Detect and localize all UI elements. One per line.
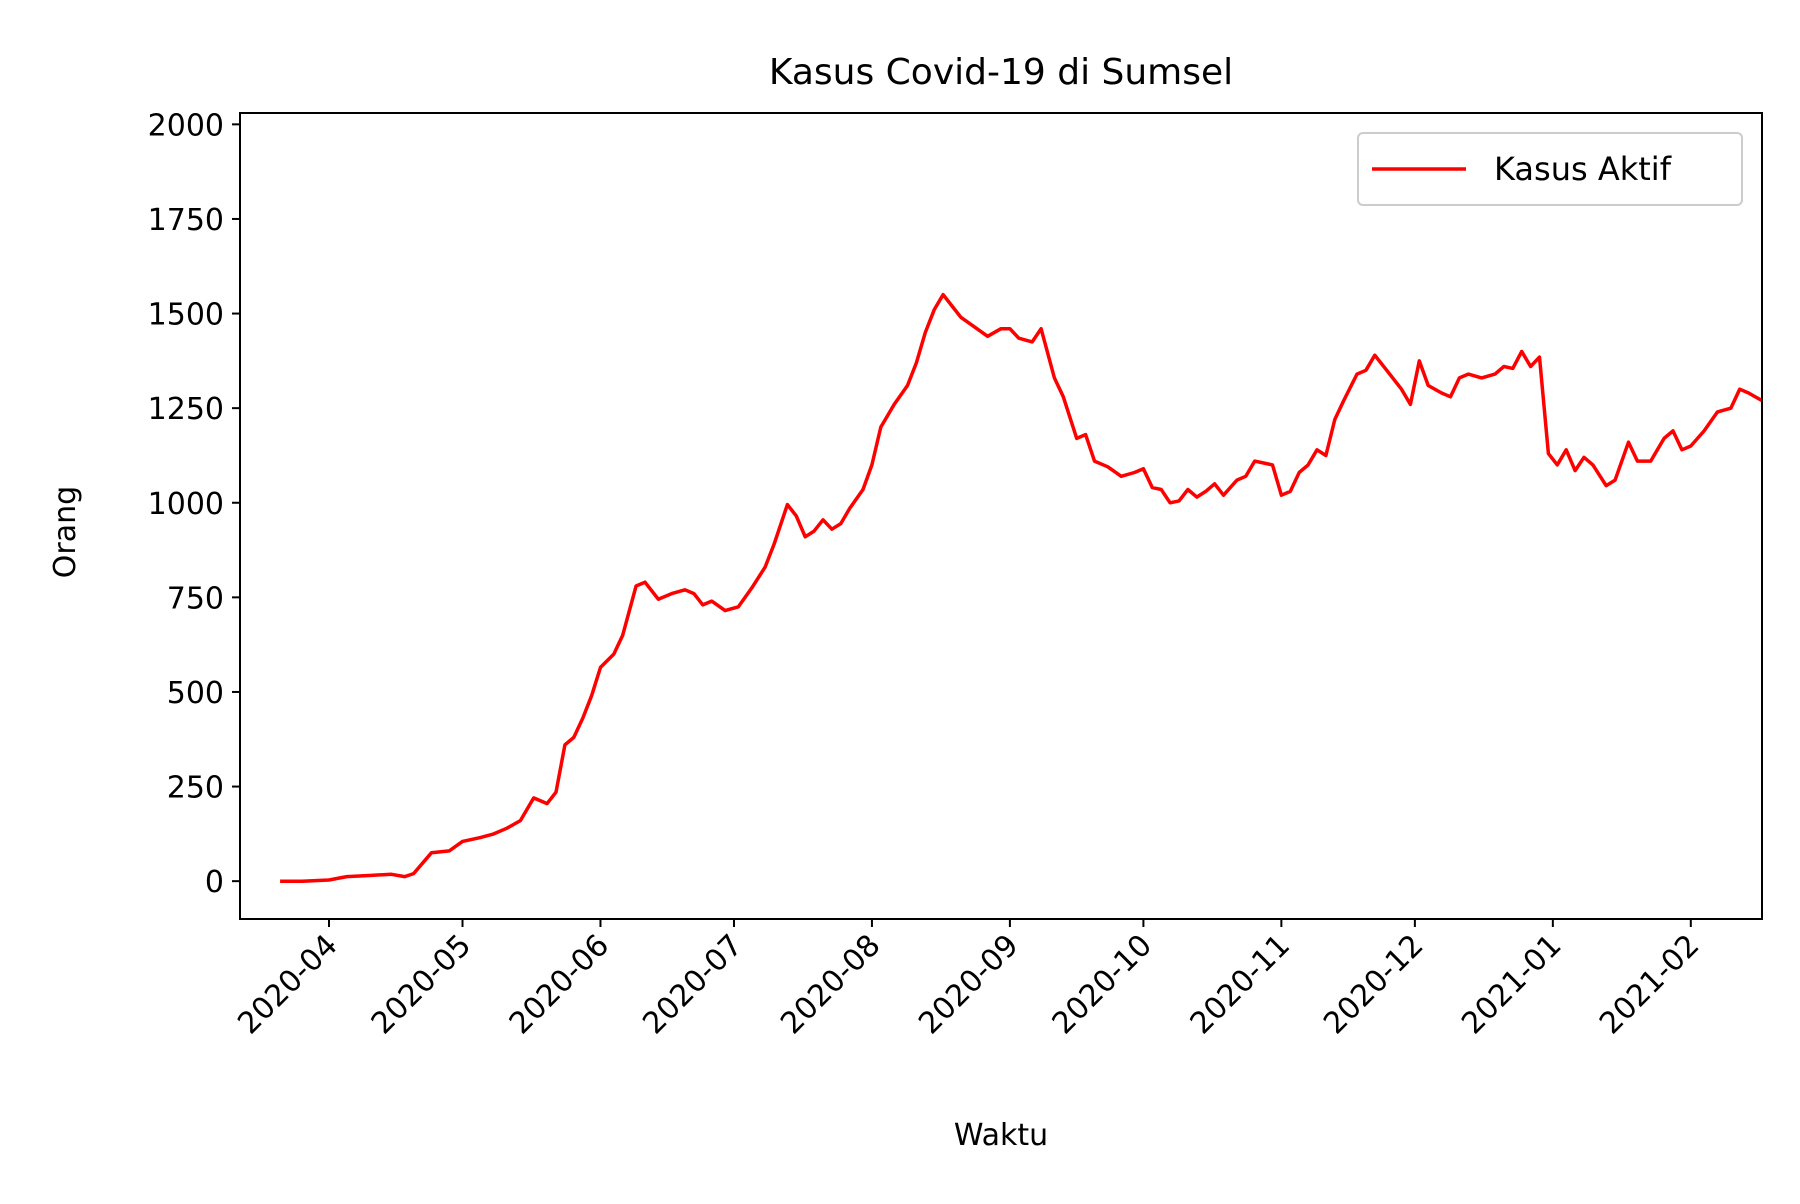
- series-line-kasus-aktif: [280, 292, 1763, 883]
- plot-frame: [239, 112, 1763, 920]
- y-ticks: 0 250 500 750 1000 1250 1500 1750 2000: [148, 108, 240, 900]
- y-tick-label: 1750: [148, 203, 224, 238]
- y-tick-label: 0: [205, 865, 224, 900]
- y-tick-label: 2000: [148, 108, 224, 143]
- y-tick-label: 750: [167, 581, 224, 616]
- y-tick-label: 500: [167, 676, 224, 711]
- y-tick-label: 250: [167, 771, 224, 806]
- legend-label: Kasus Aktif: [1494, 150, 1672, 188]
- legend-box: [1357, 132, 1743, 206]
- y-tick-label: 1000: [148, 487, 224, 522]
- y-tick-label: 1250: [148, 392, 224, 427]
- chart-title: Kasus Covid-19 di Sumsel: [769, 52, 1233, 93]
- x-axis-label: Waktu: [954, 1118, 1048, 1153]
- y-axis-label: Orang: [48, 486, 83, 578]
- legend: Kasus Aktif: [1357, 132, 1743, 206]
- y-tick-label: 1500: [148, 298, 224, 333]
